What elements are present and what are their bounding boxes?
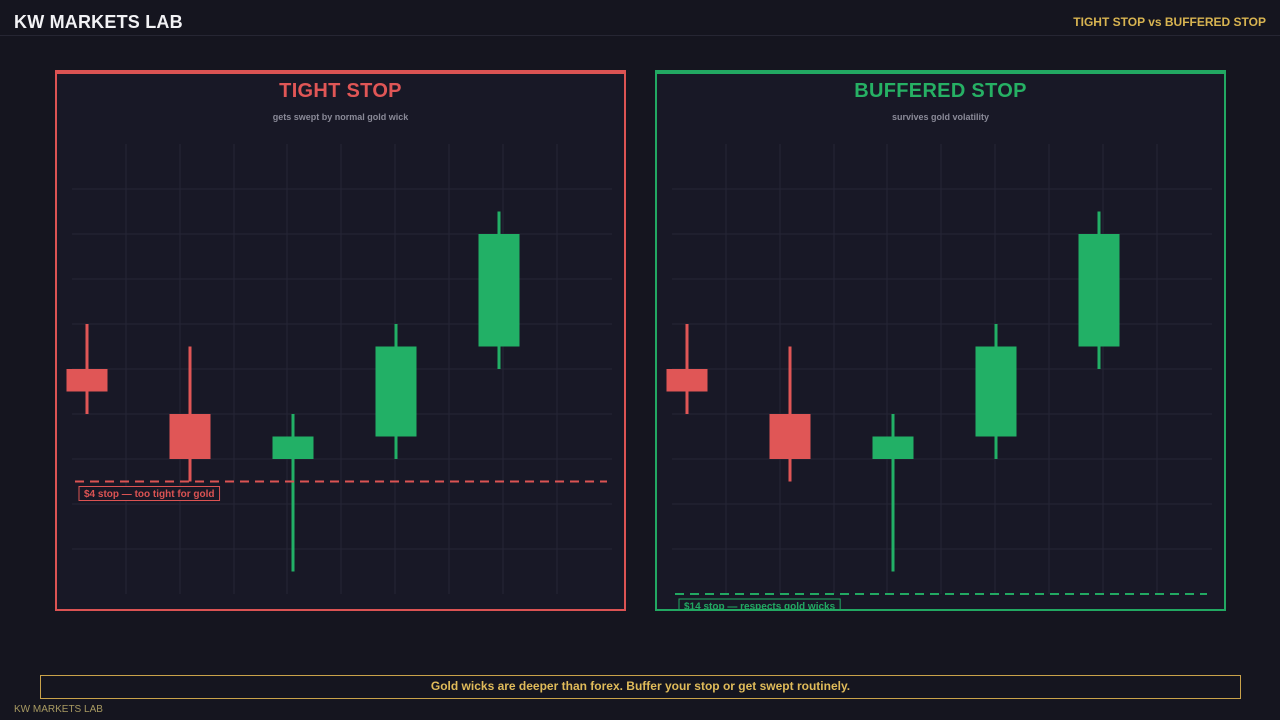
brand-title: KW MARKETS LAB (14, 12, 183, 32)
candle-body (478, 234, 520, 347)
candle-body (66, 369, 108, 392)
top-bar: KW MARKETS LAB TIGHT STOP vs BUFFERED ST… (0, 0, 1280, 36)
tight-stop-title: TIGHT STOP (279, 80, 402, 102)
buffered-stop-subtitle: survives gold volatility (891, 112, 990, 122)
buffered-stop-chart: $14 stop — respects gold wicks (666, 144, 1212, 610)
candle-body (169, 414, 211, 459)
candle-body (872, 436, 914, 459)
candle-body (666, 369, 708, 392)
candle-body (272, 436, 314, 459)
footer-message: Gold wicks are deeper than forex. Buffer… (40, 675, 1241, 699)
candle-body (1078, 234, 1120, 347)
buffered-stop-title: BUFFERED STOP (854, 80, 1027, 102)
tight-stop-panel: TIGHT STOP gets swept by normal gold wic… (55, 70, 626, 611)
candle-body (375, 346, 417, 437)
tight-stop-subtitle: gets swept by normal gold wick (272, 112, 409, 122)
stop-label: $14 stop — respects gold wicks (678, 598, 841, 610)
stop-label-box (78, 486, 221, 501)
footer-brand: KW MARKETS LAB (14, 704, 103, 715)
stop-label: $4 stop — too tight for gold (78, 486, 221, 501)
stop-label-text: $4 stop — too tight for gold (84, 489, 215, 500)
candle-body (769, 414, 811, 459)
tight-stop-chart: $4 stop — too tight for gold (66, 144, 612, 594)
buffered-stop-panel: BUFFERED STOP survives gold volatility $… (655, 70, 1226, 611)
comparison-tag: TIGHT STOP vs BUFFERED STOP (1073, 15, 1266, 29)
stop-label-box (678, 598, 841, 609)
stop-label-text: $14 stop — respects gold wicks (684, 602, 836, 610)
candle-body (975, 346, 1017, 437)
